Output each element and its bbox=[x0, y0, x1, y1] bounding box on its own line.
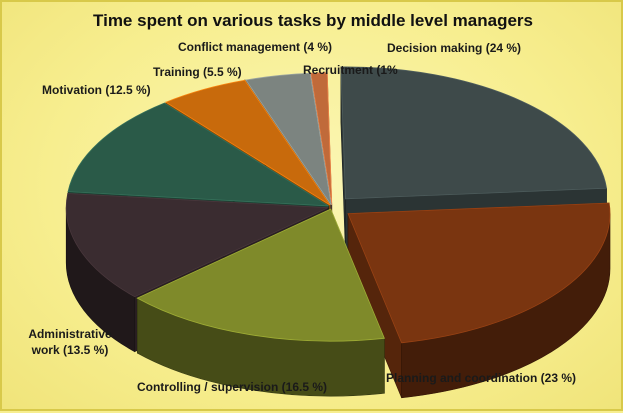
label-motivation: Motivation (12.5 %) bbox=[42, 83, 151, 97]
label-administrative-work: Administrative work (13.5 %) bbox=[28, 327, 112, 357]
label-recruitment: Recruitment (1% bbox=[303, 63, 398, 77]
label-conflict-management: Conflict management (4 %) bbox=[178, 40, 332, 54]
slice-labels: Decision making (24 %) Planning and coord… bbox=[28, 40, 576, 394]
label-training: Training (5.5 %) bbox=[153, 65, 242, 79]
label-planning-and-coordination: Planning and coordination (23 %) bbox=[386, 371, 576, 385]
chart-title: Time spent on various tasks by middle le… bbox=[93, 11, 533, 30]
label-decision-making: Decision making (24 %) bbox=[387, 41, 521, 55]
pie-slice-planning-and-coordination bbox=[347, 202, 611, 399]
label-controlling-supervision: Controlling / supervision (16.5 %) bbox=[137, 380, 327, 394]
pie-slice-controlling-supervision bbox=[136, 208, 385, 397]
pie-slices bbox=[65, 66, 611, 399]
